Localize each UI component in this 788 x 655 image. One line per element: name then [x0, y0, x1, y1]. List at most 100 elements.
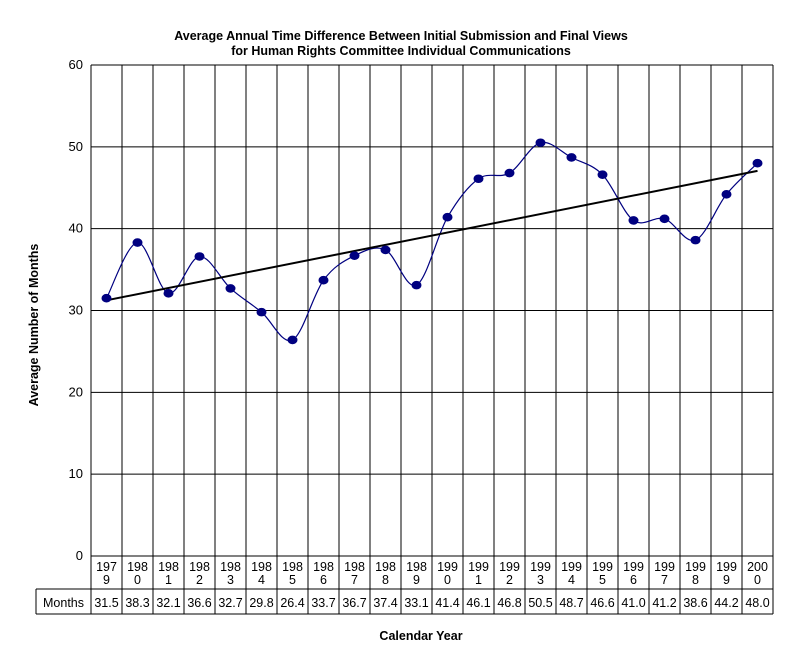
- x-tick-label-line2: 5: [289, 573, 296, 587]
- data-label: 26.4: [280, 596, 304, 610]
- x-tick-label-line1: 198: [251, 560, 272, 574]
- gridlines: [90, 64, 774, 614]
- data-label: 48.7: [559, 596, 583, 610]
- data-point: [256, 307, 267, 317]
- x-tick-label-line2: 6: [320, 573, 327, 587]
- data-point: [659, 214, 670, 224]
- data-point: [566, 153, 577, 162]
- x-tick-label-line2: 3: [227, 573, 234, 587]
- x-tick-label-line2: 0: [754, 573, 761, 587]
- x-tick-label-line2: 0: [444, 573, 451, 587]
- series-months: [101, 138, 763, 345]
- x-tick-label-line1: 199: [592, 560, 613, 574]
- data-label: 46.6: [590, 596, 614, 610]
- data-point: [163, 289, 174, 298]
- x-tick-label-line1: 198: [344, 560, 365, 574]
- x-tick-label-line1: 199: [499, 560, 520, 574]
- x-tick-label-line2: 2: [506, 573, 513, 587]
- x-tick-label-line2: 3: [537, 573, 544, 587]
- data-label: 36.7: [342, 596, 366, 610]
- data-label: 33.7: [311, 596, 335, 610]
- data-label: 38.6: [683, 596, 707, 610]
- data-label: 48.0: [745, 596, 769, 610]
- x-tick-label-line1: 199: [437, 560, 458, 574]
- y-tick-label: 40: [69, 221, 83, 236]
- x-tick-label-line2: 6: [630, 573, 637, 587]
- x-tick-label-line1: 198: [282, 560, 303, 574]
- x-tick-label-line2: 4: [258, 573, 265, 587]
- x-tick-label-line2: 8: [692, 573, 699, 587]
- data-point: [628, 216, 639, 225]
- x-tick-label-line1: 198: [375, 560, 396, 574]
- x-tick-label-line2: 5: [599, 573, 606, 587]
- series-line: [105, 141, 758, 342]
- x-tick-label-line2: 7: [661, 573, 668, 587]
- x-tick-label-line2: 2: [196, 573, 203, 587]
- data-point: [504, 168, 515, 178]
- data-point: [690, 235, 701, 245]
- x-tick-label-line1: 198: [158, 560, 179, 574]
- data-point: [721, 189, 732, 199]
- x-tick-label-line2: 9: [103, 573, 110, 587]
- chart-title-line2: for Human Rights Committee Individual Co…: [231, 44, 571, 58]
- data-point: [287, 335, 298, 345]
- x-tick-label-line1: 199: [468, 560, 489, 574]
- y-axis-ticks: 0 10 20 30 40 50 60: [69, 57, 83, 563]
- data-label: 36.6: [187, 596, 211, 610]
- data-point: [597, 170, 608, 179]
- y-tick-label: 10: [69, 466, 83, 481]
- y-tick-label: 20: [69, 384, 83, 399]
- data-point: [752, 158, 763, 168]
- x-tick-label-line1: 198: [127, 560, 148, 574]
- chart-title-line1: Average Annual Time Difference Between I…: [174, 29, 628, 43]
- data-label: 46.1: [466, 596, 490, 610]
- x-tick-label-line2: 9: [413, 573, 420, 587]
- data-table: Months197931.5198038.3198132.1198236.619…: [35, 560, 773, 615]
- data-label: 46.8: [497, 596, 521, 610]
- data-point: [535, 138, 546, 148]
- x-tick-label-line1: 199: [561, 560, 582, 574]
- data-point: [225, 284, 236, 293]
- data-point: [101, 293, 112, 303]
- data-label: 38.3: [125, 596, 149, 610]
- data-label: 41.0: [621, 596, 645, 610]
- x-tick-label-line1: 198: [220, 560, 241, 574]
- x-tick-label-line1: 200: [747, 560, 768, 574]
- data-point: [349, 251, 360, 260]
- y-tick-label: 60: [69, 57, 83, 72]
- x-tick-label-line2: 0: [134, 573, 141, 587]
- data-label: 33.1: [404, 596, 428, 610]
- x-tick-label-line2: 1: [165, 573, 172, 587]
- x-tick-label-line1: 199: [530, 560, 551, 574]
- data-point: [411, 280, 422, 290]
- data-point: [380, 245, 391, 255]
- table-row-label: Months: [43, 596, 84, 610]
- data-point: [194, 252, 205, 261]
- y-axis-title: Average Number of Months: [27, 244, 41, 407]
- x-tick-label-line1: 198: [406, 560, 427, 574]
- data-point: [318, 275, 329, 285]
- x-tick-label-line1: 199: [623, 560, 644, 574]
- x-tick-label-line2: 4: [568, 573, 575, 587]
- x-tick-label-line1: 197: [96, 560, 117, 574]
- x-axis-title: Calendar Year: [379, 629, 462, 643]
- data-point: [473, 174, 484, 184]
- x-tick-label-line1: 199: [654, 560, 675, 574]
- x-tick-label-line1: 198: [189, 560, 210, 574]
- x-tick-label-line1: 199: [716, 560, 737, 574]
- data-label: 37.4: [373, 596, 397, 610]
- data-label: 31.5: [94, 596, 118, 610]
- data-label: 41.2: [652, 596, 676, 610]
- x-tick-label-line2: 7: [351, 573, 358, 587]
- x-tick-label-line1: 199: [685, 560, 706, 574]
- data-label: 44.2: [714, 596, 738, 610]
- data-label: 32.1: [156, 596, 180, 610]
- x-tick-label-line2: 8: [382, 573, 389, 587]
- y-tick-label: 0: [76, 548, 83, 563]
- data-label: 32.7: [218, 596, 242, 610]
- data-label: 50.5: [528, 596, 552, 610]
- data-point: [442, 212, 453, 222]
- trendline: [106, 169, 758, 302]
- data-point: [132, 238, 143, 247]
